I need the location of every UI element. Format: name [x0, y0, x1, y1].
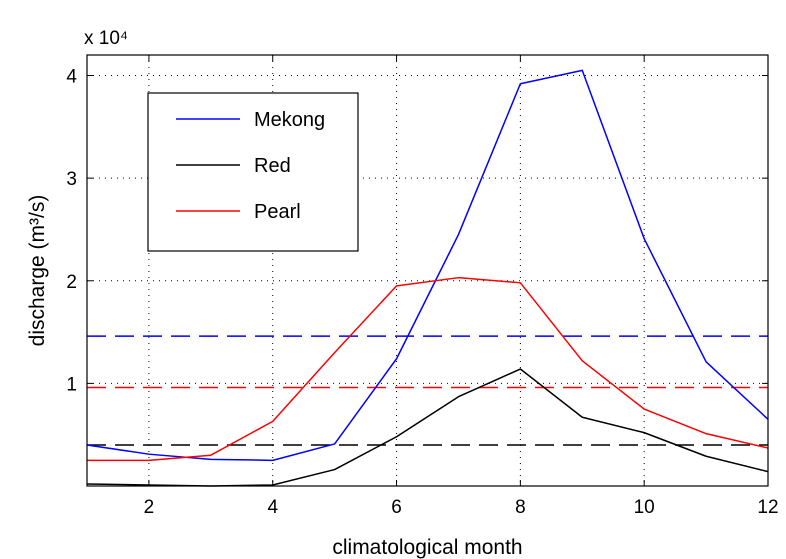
y-tick-label: 2	[66, 272, 77, 293]
legend-label-mekong: Mekong	[254, 109, 325, 131]
plot-frame	[86, 54, 769, 487]
series-line-mekong	[86, 69, 769, 462]
legend-box	[147, 92, 359, 252]
x-tick-label: 4	[267, 497, 278, 518]
y-tick-label: 3	[66, 169, 77, 190]
y-multiplier-label: x 10⁴	[84, 28, 128, 49]
legend-label-red: Red	[254, 155, 291, 177]
legend-label-pearl: Pearl	[254, 201, 301, 223]
x-tick-label: 6	[391, 497, 402, 518]
series-line-pearl	[87, 276, 769, 462]
mean-lines	[87, 335, 768, 446]
x-tick-label: 10	[634, 497, 655, 518]
x-tick-label: 8	[515, 497, 526, 518]
x-tick-label: 12	[757, 497, 778, 518]
x-axis-label: climatological month	[332, 536, 522, 559]
y-tick-label: 1	[66, 374, 77, 395]
legend: Mekong Red Pearl	[147, 92, 359, 252]
y-axis-label: discharge (m³/s)	[26, 195, 49, 347]
x-tick-label: 2	[144, 497, 155, 518]
y-tick-label: 4	[66, 67, 77, 88]
